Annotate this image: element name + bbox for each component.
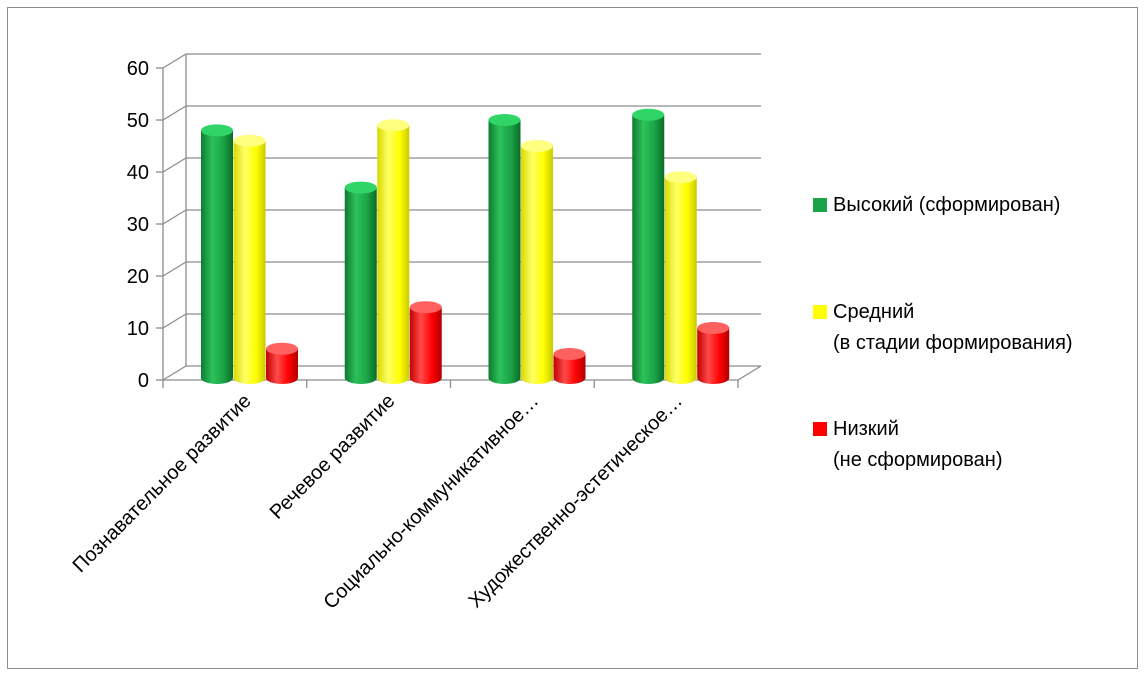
bar-2-1 (521, 140, 553, 384)
bar-3-2 (697, 322, 730, 384)
category-label-0: Познавательное развитие (69, 390, 256, 577)
bar-cap (697, 322, 730, 334)
legend-label-medium: Средний (833, 301, 915, 323)
bar-body (697, 328, 730, 384)
bar-body (409, 307, 442, 384)
gridline-diag-0 (162, 365, 187, 381)
legend-swatch-medium (813, 305, 827, 319)
bar-body (233, 140, 266, 384)
legend-item-low: Низкий (не сформирован) (813, 414, 1002, 476)
bar-cap (201, 124, 233, 137)
bar-1-0 (344, 181, 377, 384)
bar-cap (553, 348, 586, 360)
bar-cap (664, 171, 697, 184)
bar-body (632, 114, 665, 385)
bar-cap (488, 114, 521, 126)
legend-swatch-low (813, 422, 827, 436)
bar-cap (377, 119, 410, 132)
bar-body (344, 187, 377, 384)
bar-body (664, 177, 697, 384)
floor-right-edge (737, 365, 762, 381)
bar-body (201, 130, 233, 384)
legend-label-medium-sub: (в стадии формирования) (833, 332, 1073, 354)
bar-0-0 (201, 124, 233, 384)
bar-1-2 (409, 301, 442, 384)
legend-swatch-high (813, 198, 827, 212)
bar-cap (409, 301, 442, 314)
bars-layer (201, 108, 730, 385)
ytick-label-40: 40 (127, 162, 149, 184)
bar-body (266, 348, 298, 384)
bar-1-1 (377, 119, 410, 384)
bar-2-2 (553, 348, 586, 384)
bar-2-0 (488, 114, 521, 384)
bar-3-0 (632, 108, 665, 385)
gridline-diag-40 (162, 157, 187, 173)
bar-body (377, 125, 410, 384)
legend-item-medium: Средний (в стадии формирования) (813, 297, 1073, 359)
ytick-label-0: 0 (138, 370, 149, 392)
bar-cap (521, 140, 553, 152)
chart-frame (7, 7, 1138, 669)
bar-3-1 (664, 171, 697, 384)
ytick-label-60: 60 (127, 58, 149, 80)
gridline-diag-30 (162, 209, 187, 225)
bar-cap (344, 181, 377, 194)
ytick-label-10: 10 (127, 318, 149, 340)
gridline-diag-50 (162, 105, 187, 121)
legend-item-high: Высокий (сформирован) (813, 190, 1060, 221)
ytick-label-50: 50 (127, 110, 149, 132)
bar-cap (233, 134, 266, 147)
category-label-1: Речевое развитие (266, 390, 400, 524)
bar-0-1 (233, 134, 266, 384)
ytick-label-20: 20 (127, 266, 149, 288)
bar-body (521, 146, 553, 384)
bar-cap (632, 108, 665, 121)
legend-label-high: Высокий (сформирован) (833, 194, 1061, 216)
legend-label-low: Низкий (833, 418, 899, 440)
bar-cap (266, 342, 298, 355)
gridline-diag-20 (162, 261, 187, 277)
bar-0-2 (266, 342, 298, 384)
bar-body (488, 120, 521, 384)
gridline-diag-60 (162, 53, 187, 69)
gridline-diag-10 (162, 313, 187, 329)
bar-body (553, 354, 586, 384)
legend-label-low-sub: (не сформирован) (833, 449, 1003, 471)
ytick-label-30: 30 (127, 214, 149, 236)
